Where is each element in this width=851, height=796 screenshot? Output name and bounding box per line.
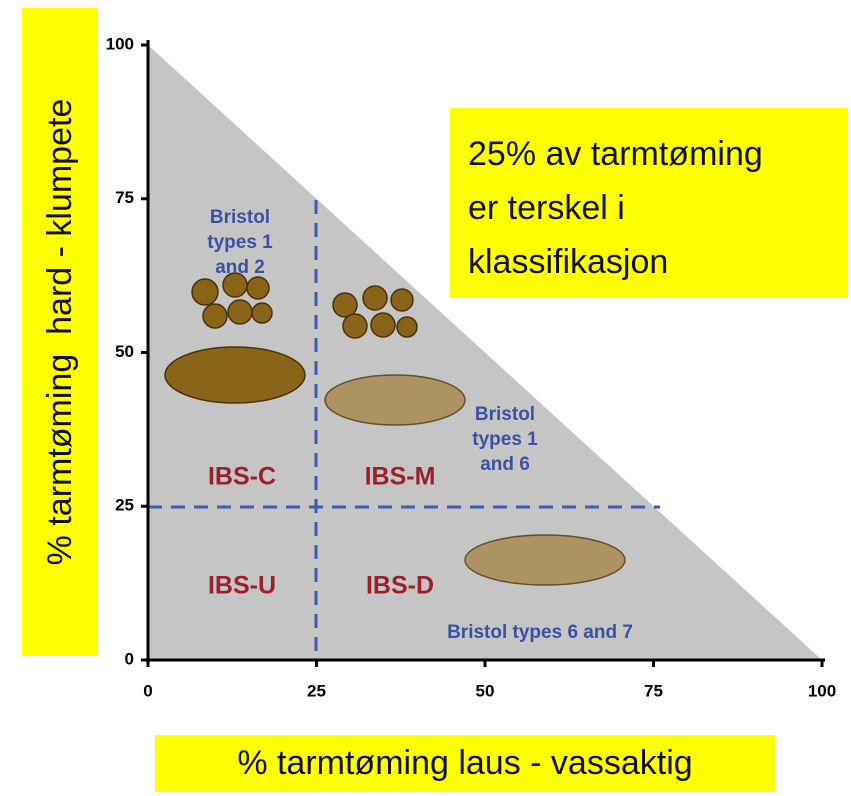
x-tick-label: 25 (307, 681, 326, 700)
region-label: IBS-M (365, 463, 436, 491)
note-text: Bristol (210, 207, 270, 228)
note-text: and 2 (215, 257, 265, 278)
y-tick-label: 25 (115, 496, 134, 515)
y-tick-label: 0 (125, 649, 134, 668)
y-axis-label: % tarmtøming hard - klumpete (41, 99, 79, 566)
diagram: IBS-C IBS-M IBS-U IBS-D Bristol types 1 … (0, 0, 851, 796)
note-text: types 1 (207, 232, 273, 253)
x-tick-label: 0 (143, 681, 152, 700)
y-tick-label: 75 (115, 188, 134, 207)
region-label: IBS-C (208, 463, 276, 491)
callout-text: klassifikasjon (468, 243, 668, 281)
callout-text: 25% av tarmtøming (468, 135, 763, 173)
callout-text: er terskel i (468, 189, 625, 227)
y-tick-label: 50 (115, 342, 134, 361)
note-text: Bristol (475, 404, 535, 425)
y-tick-label: 100 (106, 34, 134, 53)
region-label: IBS-D (366, 572, 434, 600)
x-axis-label: % tarmtøming laus - vassaktig (237, 744, 692, 782)
note-text: types 1 (472, 429, 538, 450)
note-text: and 6 (480, 454, 530, 475)
x-tick-label: 75 (644, 681, 663, 700)
x-tick-label: 50 (476, 681, 495, 700)
note-text: Bristol types 6 and 7 (447, 622, 633, 643)
x-tick-label: 100 (808, 681, 836, 700)
region-label: IBS-U (208, 572, 276, 600)
